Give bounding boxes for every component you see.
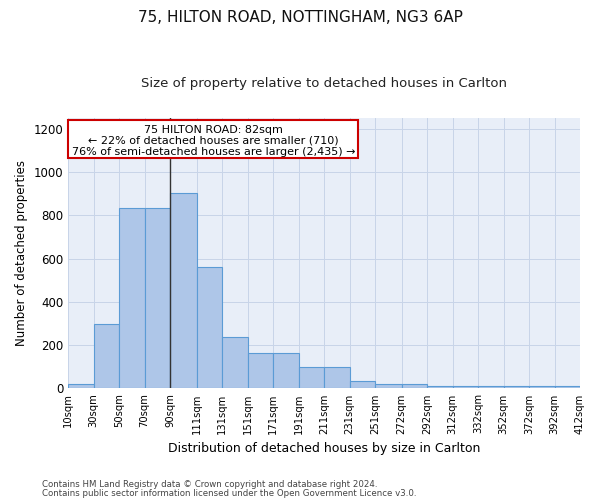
Bar <box>170 192 197 388</box>
Bar <box>554 386 580 388</box>
Bar <box>350 382 375 388</box>
Bar <box>452 386 478 388</box>
Text: Contains public sector information licensed under the Open Government Licence v3: Contains public sector information licen… <box>42 488 416 498</box>
Bar <box>299 367 324 388</box>
Bar <box>529 386 554 388</box>
Bar <box>248 352 273 388</box>
Bar <box>119 208 145 388</box>
Bar <box>273 352 299 388</box>
Text: Contains HM Land Registry data © Crown copyright and database right 2024.: Contains HM Land Registry data © Crown c… <box>42 480 377 489</box>
Text: ← 22% of detached houses are smaller (710): ← 22% of detached houses are smaller (71… <box>88 136 338 146</box>
Title: Size of property relative to detached houses in Carlton: Size of property relative to detached ho… <box>141 78 507 90</box>
Bar <box>375 384 402 388</box>
Bar <box>503 386 529 388</box>
Text: 75 HILTON ROAD: 82sqm: 75 HILTON ROAD: 82sqm <box>144 125 283 135</box>
Y-axis label: Number of detached properties: Number of detached properties <box>15 160 28 346</box>
Bar <box>94 324 119 388</box>
FancyBboxPatch shape <box>68 120 358 158</box>
Text: 75, HILTON ROAD, NOTTINGHAM, NG3 6AP: 75, HILTON ROAD, NOTTINGHAM, NG3 6AP <box>137 10 463 25</box>
Text: 76% of semi-detached houses are larger (2,435) →: 76% of semi-detached houses are larger (… <box>71 146 355 156</box>
Bar <box>324 367 350 388</box>
Bar <box>478 386 503 388</box>
Bar <box>402 384 427 388</box>
Bar <box>197 268 222 388</box>
X-axis label: Distribution of detached houses by size in Carlton: Distribution of detached houses by size … <box>168 442 480 455</box>
Bar <box>222 336 248 388</box>
Bar <box>145 208 170 388</box>
Bar <box>68 384 94 388</box>
Bar <box>427 386 452 388</box>
